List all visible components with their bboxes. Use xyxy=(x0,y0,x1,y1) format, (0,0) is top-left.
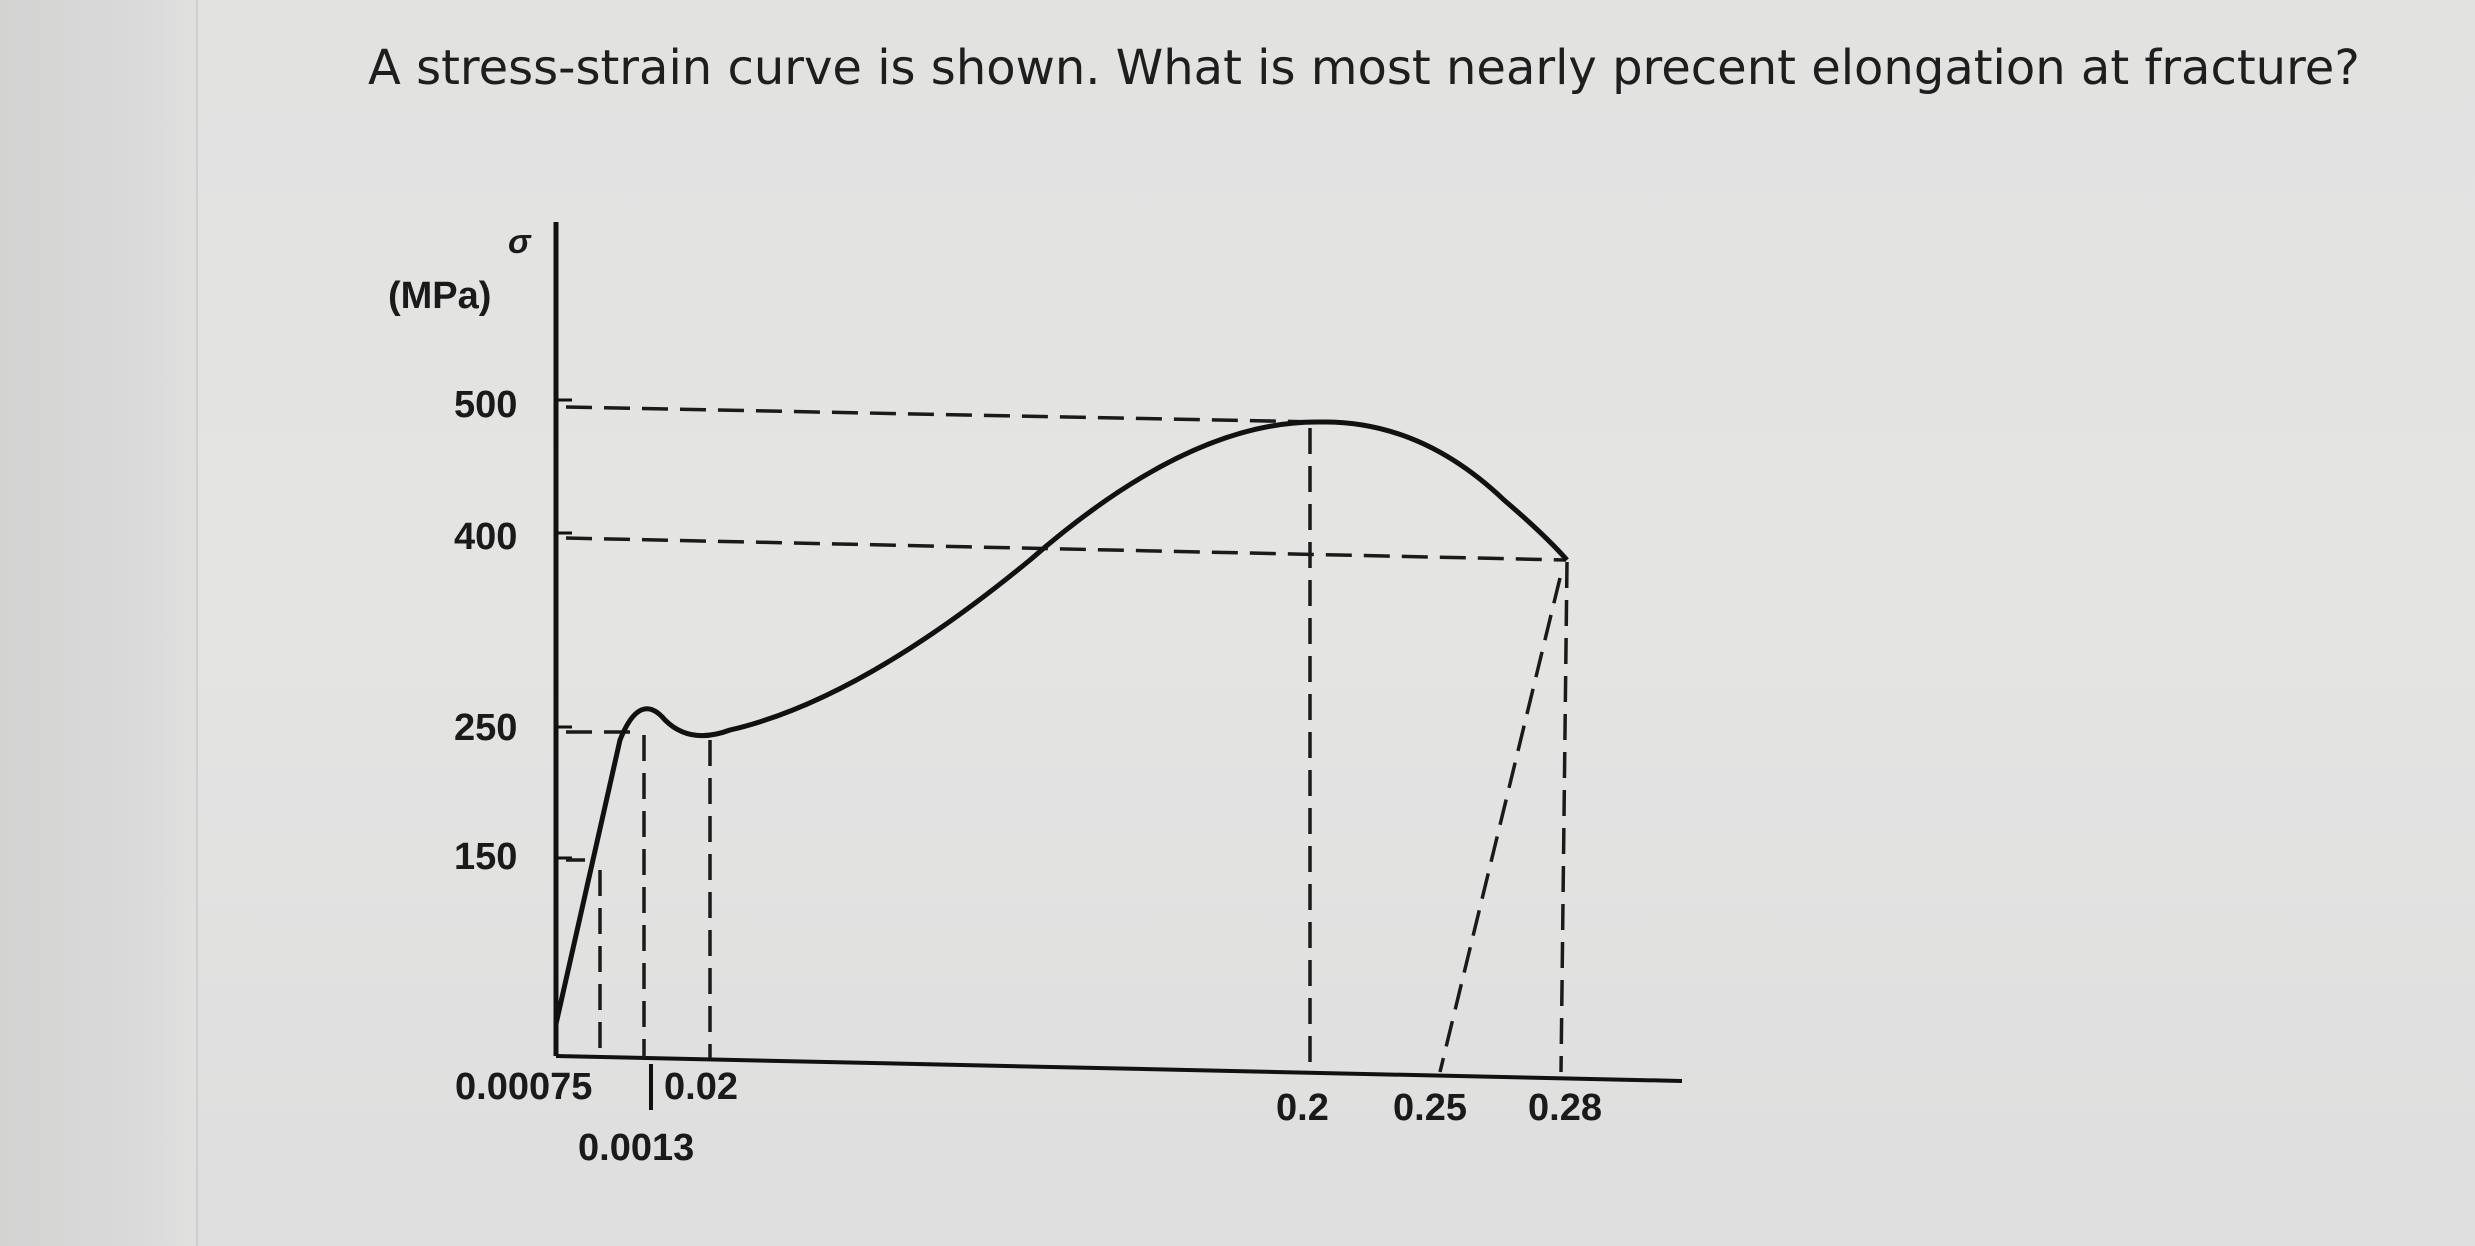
content-panel xyxy=(198,0,2475,1246)
y-axis-unit: (MPa) xyxy=(388,275,491,317)
x-axis xyxy=(555,1054,1683,1083)
x-tick-label: 0.28 xyxy=(1528,1087,1602,1129)
unload-line xyxy=(1438,577,1562,1073)
left-margin xyxy=(0,0,198,1246)
y-tick-label: 500 xyxy=(454,384,517,426)
ref-line-500 xyxy=(565,405,1319,424)
y-axis-symbol: σ xyxy=(508,223,532,261)
question-text: A stress-strain curve is shown. What is … xyxy=(368,40,2360,96)
series-line xyxy=(553,419,1569,1025)
x-tick-label: 0.02 xyxy=(664,1066,738,1108)
ref-line-v-0.28 xyxy=(1559,561,1569,1073)
y-tick-label: 150 xyxy=(454,836,517,878)
y-tick-label: 250 xyxy=(454,707,517,749)
x-tick-label: 0.00075 xyxy=(455,1066,592,1108)
x-tick-label: 0.2 xyxy=(1276,1087,1329,1129)
y-tick-label: 400 xyxy=(454,516,517,558)
x-tick-label: 0.0013 xyxy=(578,1127,694,1169)
ref-line-400 xyxy=(565,536,1567,562)
x-tick-label: 0.25 xyxy=(1393,1087,1467,1129)
